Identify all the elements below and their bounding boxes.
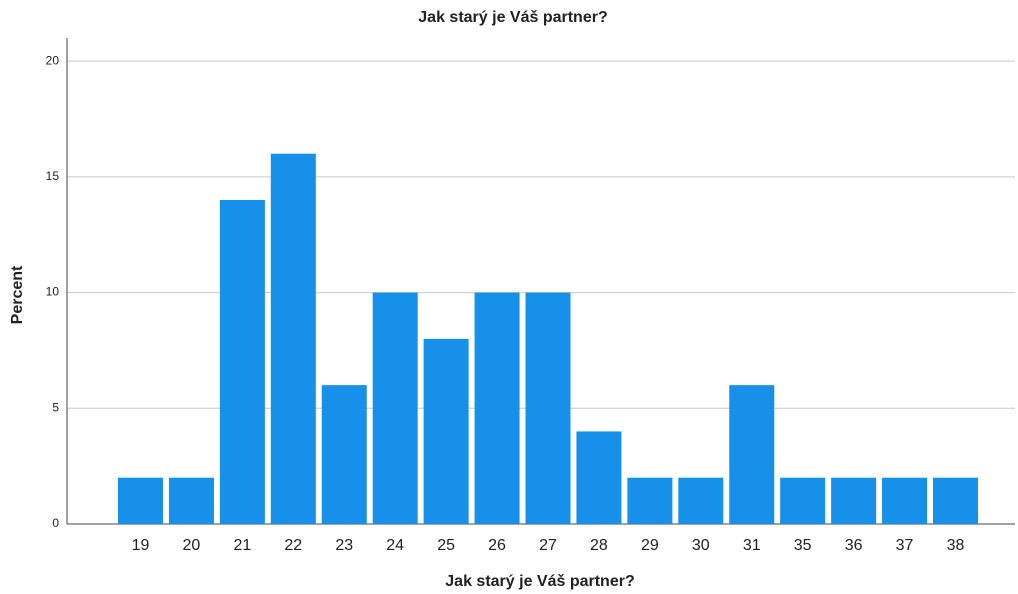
- x-tick-label: 30: [692, 537, 710, 554]
- x-tick-label: 35: [794, 537, 812, 554]
- bar: [474, 292, 520, 524]
- y-tick-label: 0: [52, 516, 59, 530]
- bar: [576, 431, 622, 524]
- y-tick-label: 5: [52, 400, 59, 414]
- x-tick-label: 38: [947, 537, 965, 554]
- bar: [678, 477, 724, 524]
- y-tick-label: 20: [46, 53, 60, 67]
- y-axis-label: Percent: [9, 265, 26, 324]
- bar: [882, 477, 928, 524]
- y-tick-label: 15: [46, 169, 60, 183]
- bar: [729, 385, 775, 524]
- x-tick-label: 25: [437, 537, 455, 554]
- bar: [118, 477, 163, 524]
- x-tick-label: 23: [335, 537, 353, 554]
- x-tick-label: 22: [284, 537, 302, 554]
- x-tick-label: 20: [183, 537, 201, 554]
- x-axis-label: Jak starý je Váš partner?: [445, 573, 634, 590]
- bar: [219, 200, 265, 524]
- x-tick-label: 36: [845, 537, 863, 554]
- x-tick-label: 24: [386, 537, 404, 554]
- bar: [423, 338, 469, 524]
- bar: [831, 477, 877, 524]
- x-tick-label: 21: [233, 537, 251, 554]
- x-tick-label: 27: [539, 537, 557, 554]
- y-tick-label: 10: [46, 285, 60, 299]
- x-tick-label: 37: [896, 537, 914, 554]
- bar: [168, 477, 214, 524]
- x-tick-label: 28: [590, 537, 608, 554]
- bar: [780, 477, 826, 524]
- chart-title: Jak starý je Váš partner?: [418, 9, 607, 26]
- bar: [372, 292, 418, 524]
- bar: [525, 292, 571, 524]
- x-tick-label: 26: [488, 537, 506, 554]
- x-tick-label: 31: [743, 537, 761, 554]
- bar: [321, 385, 367, 524]
- x-tick-label: 19: [132, 537, 150, 554]
- x-tick-label: 29: [641, 537, 659, 554]
- bar: [627, 477, 673, 524]
- bar: [270, 153, 316, 524]
- bar: [933, 477, 978, 524]
